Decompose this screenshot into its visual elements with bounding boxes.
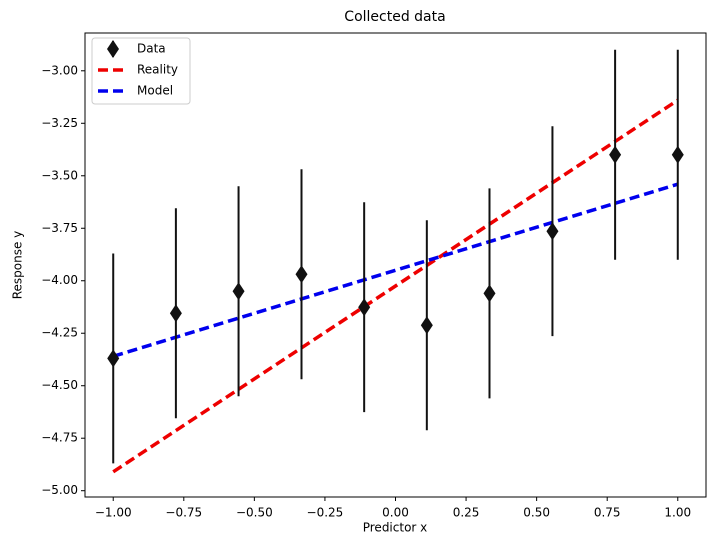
legend: Data Reality Model <box>91 37 191 105</box>
y-tick-label: −4.75 <box>41 431 78 445</box>
line <box>112 182 679 359</box>
y-tick-label: −3.25 <box>41 116 78 130</box>
y-tick-label: −4.00 <box>41 273 78 287</box>
legend-label: Model <box>137 84 173 98</box>
y-axis-label: Response y <box>11 231 25 300</box>
x-tick-label: −0.75 <box>165 506 202 520</box>
y-tick-label: −3.50 <box>41 168 78 182</box>
x-tick-label: 0.75 <box>594 506 621 520</box>
chart-title: Collected data <box>344 9 445 25</box>
legend-swatch <box>107 40 119 58</box>
legend-label: Data <box>137 42 166 56</box>
data-point <box>295 265 308 284</box>
x-tick-label: −1.00 <box>95 506 132 520</box>
plot-frame <box>84 32 707 498</box>
data-point <box>107 349 120 368</box>
x-tick-label: 0.00 <box>382 506 409 520</box>
x-tick-label: −0.50 <box>236 506 273 520</box>
data-point <box>546 222 559 241</box>
legend-box <box>91 37 191 105</box>
y-tick-label: −4.50 <box>41 378 78 392</box>
data-point <box>358 298 371 317</box>
data-point <box>169 304 182 323</box>
x-tick-label: 0.50 <box>523 506 550 520</box>
x-tick-label: 0.25 <box>453 506 480 520</box>
data-point <box>671 145 684 164</box>
data-point <box>609 145 622 164</box>
x-tick-label: −0.25 <box>307 506 344 520</box>
y-tick-label: −4.25 <box>41 326 78 340</box>
y-tick-label: −5.00 <box>41 483 78 497</box>
y-tick-label: −3.00 <box>41 63 78 77</box>
y-tick-label: −3.75 <box>41 221 78 235</box>
data-point <box>420 316 433 335</box>
data-point <box>232 282 245 301</box>
data-point <box>483 284 496 303</box>
legend-label: Reality <box>137 63 178 77</box>
x-tick-label: 1.00 <box>664 506 691 520</box>
line <box>112 98 679 474</box>
x-axis-label: Predictor x <box>363 521 428 535</box>
